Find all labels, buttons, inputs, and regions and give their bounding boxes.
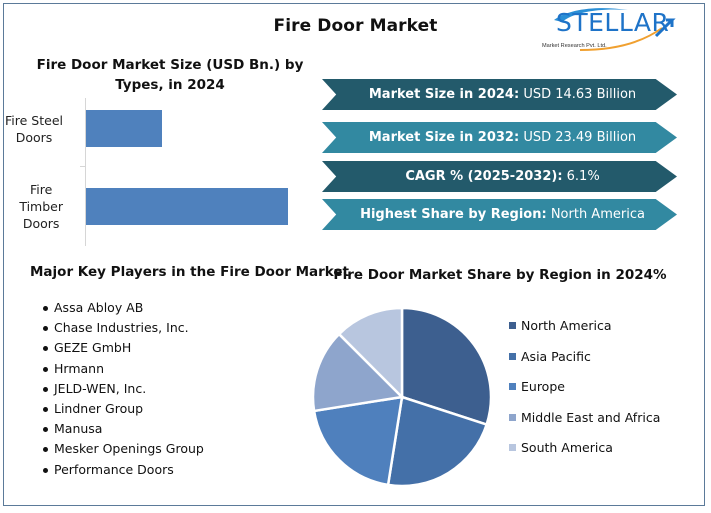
bar-chart-title: Fire Door Market Size (USD Bn.) by Types…: [36, 57, 304, 93]
key-players-title: Major Key Players in the Fire Door Marke…: [30, 264, 350, 280]
stat-banner: Highest Share by Region: North America: [322, 199, 677, 230]
stat-value: North America: [546, 207, 645, 222]
bar-chart-tick: [80, 166, 85, 167]
pie-chart: [311, 306, 493, 488]
legend-item: Europe: [509, 377, 660, 408]
stat-banner: Market Size in 2032: USD 23.49 Billion: [322, 122, 677, 153]
bullet-icon: [43, 346, 48, 352]
bullet-icon: [43, 386, 48, 392]
pie-chart-title: Fire Door Market Share by Region in 2024…: [333, 267, 667, 283]
page-title: Fire Door Market: [273, 16, 438, 36]
bar-category-label: Fire Steel Doors: [5, 112, 63, 145]
stat-label: Highest Share by Region:: [360, 207, 547, 222]
stat-banner: Market Size in 2024: USD 14.63 Billion: [322, 79, 677, 110]
bullet-icon: [43, 366, 48, 372]
stat-value: 6.1%: [562, 169, 600, 184]
pie-slice-europe: [312, 395, 404, 487]
pie-slice-south-america: [337, 306, 404, 401]
legend-swatch-icon: [509, 413, 516, 421]
key-players-list: Assa Abloy AB Chase Industries, Inc. GEZE …: [42, 298, 204, 480]
bar-fire-timber-doors: [86, 188, 288, 225]
pie-slice-asia-pacific: [386, 395, 489, 488]
legend-item: Middle East and Africa: [509, 408, 660, 439]
pie-legend: North America Asia Pacific Europe Middle Ea…: [509, 316, 660, 469]
legend-item: South America: [509, 438, 660, 469]
legend-swatch-icon: [509, 322, 516, 329]
bullet-icon: [43, 306, 48, 311]
legend-item: Asia Pacific: [509, 347, 660, 378]
legend-swatch-icon: [509, 444, 516, 451]
stat-label: Market Size in 2024:: [368, 87, 520, 102]
list-item: Hrmann: [42, 359, 204, 379]
stat-value: USD 14.63 Billion: [519, 87, 637, 102]
bullet-icon: [43, 427, 48, 433]
bullet-icon: [43, 326, 48, 332]
bullet-icon: [43, 407, 48, 413]
legend-swatch-icon: [509, 383, 516, 390]
legend-swatch-icon: [509, 352, 516, 360]
list-item: Lindner Group: [42, 399, 204, 419]
bar-category-label: Fire Timber Doors: [19, 182, 63, 231]
stat-value: USD 23.49 Billion: [519, 130, 637, 145]
list-item: Performance Doors: [42, 460, 204, 480]
pie-slice-middle-east-and-africa: [311, 332, 405, 413]
infographic-frame: [3, 3, 705, 506]
bullet-icon: [43, 467, 48, 473]
bar-fire-steel-doors: [86, 110, 163, 147]
list-item: Chase Industries, Inc.: [42, 318, 204, 338]
list-item: Mesker Openings Group: [42, 439, 204, 459]
list-item: GEZE GmbH: [42, 338, 204, 358]
logo-swoosh-icon: [554, 8, 676, 51]
bar-chart-axis: [85, 98, 86, 246]
stat-banner: CAGR % (2025-2032): 6.1%: [322, 161, 677, 192]
stellar-logo: STELLAR Market Research Pvt. Ltd.: [540, 6, 680, 54]
list-item: JELD-WEN, Inc.: [42, 379, 204, 399]
stat-label: CAGR % (2025-2032):: [405, 169, 563, 184]
logo-wordmark: STELLAR: [556, 8, 670, 37]
logo-tagline: Market Research Pvt. Ltd.: [542, 43, 607, 49]
list-item: Manusa: [42, 419, 204, 439]
pie-slice-north-america: [400, 306, 493, 427]
list-item: Assa Abloy AB: [42, 298, 204, 318]
bullet-icon: [43, 447, 48, 453]
stat-label: Market Size in 2032:: [368, 130, 520, 145]
legend-item: North America: [509, 316, 660, 347]
